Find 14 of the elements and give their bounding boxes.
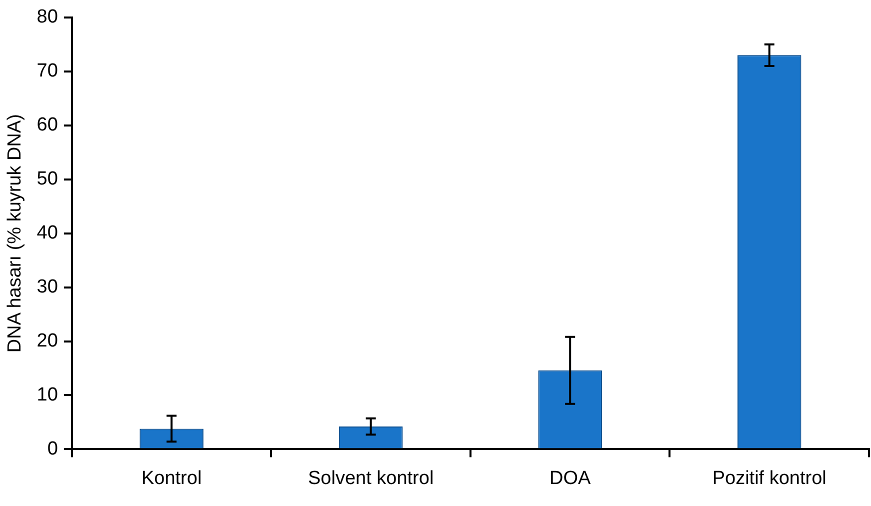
y-axis-title: DNA hasarı (% kuyruk DNA) [4, 114, 26, 353]
y-tick-label: 0 [47, 438, 58, 460]
y-tick-label: 70 [36, 60, 58, 82]
y-tick-label: 30 [36, 276, 58, 298]
x-tick-label: DOA [550, 468, 592, 489]
y-tick-label: 60 [36, 114, 58, 136]
x-tick-label: Pozitif kontrol [712, 468, 826, 489]
y-tick-label: 20 [36, 330, 58, 352]
y-tick-label: 10 [36, 384, 58, 406]
y-tick-label: 40 [36, 222, 58, 244]
y-tick-label: 50 [36, 168, 58, 190]
x-tick-label: Solvent kontrol [308, 468, 434, 489]
y-tick-label: 80 [36, 6, 58, 28]
x-tick-label: Kontrol [141, 468, 202, 489]
